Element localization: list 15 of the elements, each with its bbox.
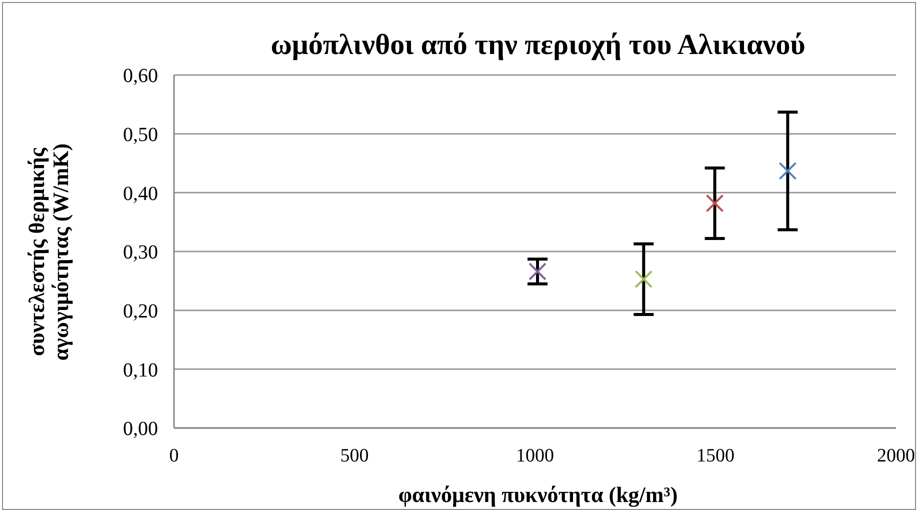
y-tick-label: 0,60 — [123, 65, 158, 88]
y-tick-label: 0,10 — [123, 359, 158, 382]
y-tick-label: 0,20 — [123, 300, 158, 322]
x-tick-label: 0 — [169, 445, 179, 466]
x-tick-label: 2000 — [877, 445, 915, 466]
x-tick-label: 1500 — [696, 445, 734, 466]
chart-title: ωμόπλινθοι από την περιοχή του Αλικιανού — [270, 28, 806, 62]
y-tick-label: 0,50 — [123, 124, 158, 146]
x-tick-label: 500 — [340, 445, 369, 466]
x-tick-label: 1000 — [516, 445, 554, 466]
x-axis-title: φαινόμενη πυκνότητα (kg/m³) — [398, 482, 678, 507]
y-tick-label: 0,30 — [123, 242, 158, 264]
y-tick-label: 0,00 — [123, 418, 158, 440]
y-axis-title: συντελεστής θερμικής αγωγιμότητας (W/mK) — [24, 143, 73, 361]
y-tick-label: 0,40 — [123, 182, 158, 205]
